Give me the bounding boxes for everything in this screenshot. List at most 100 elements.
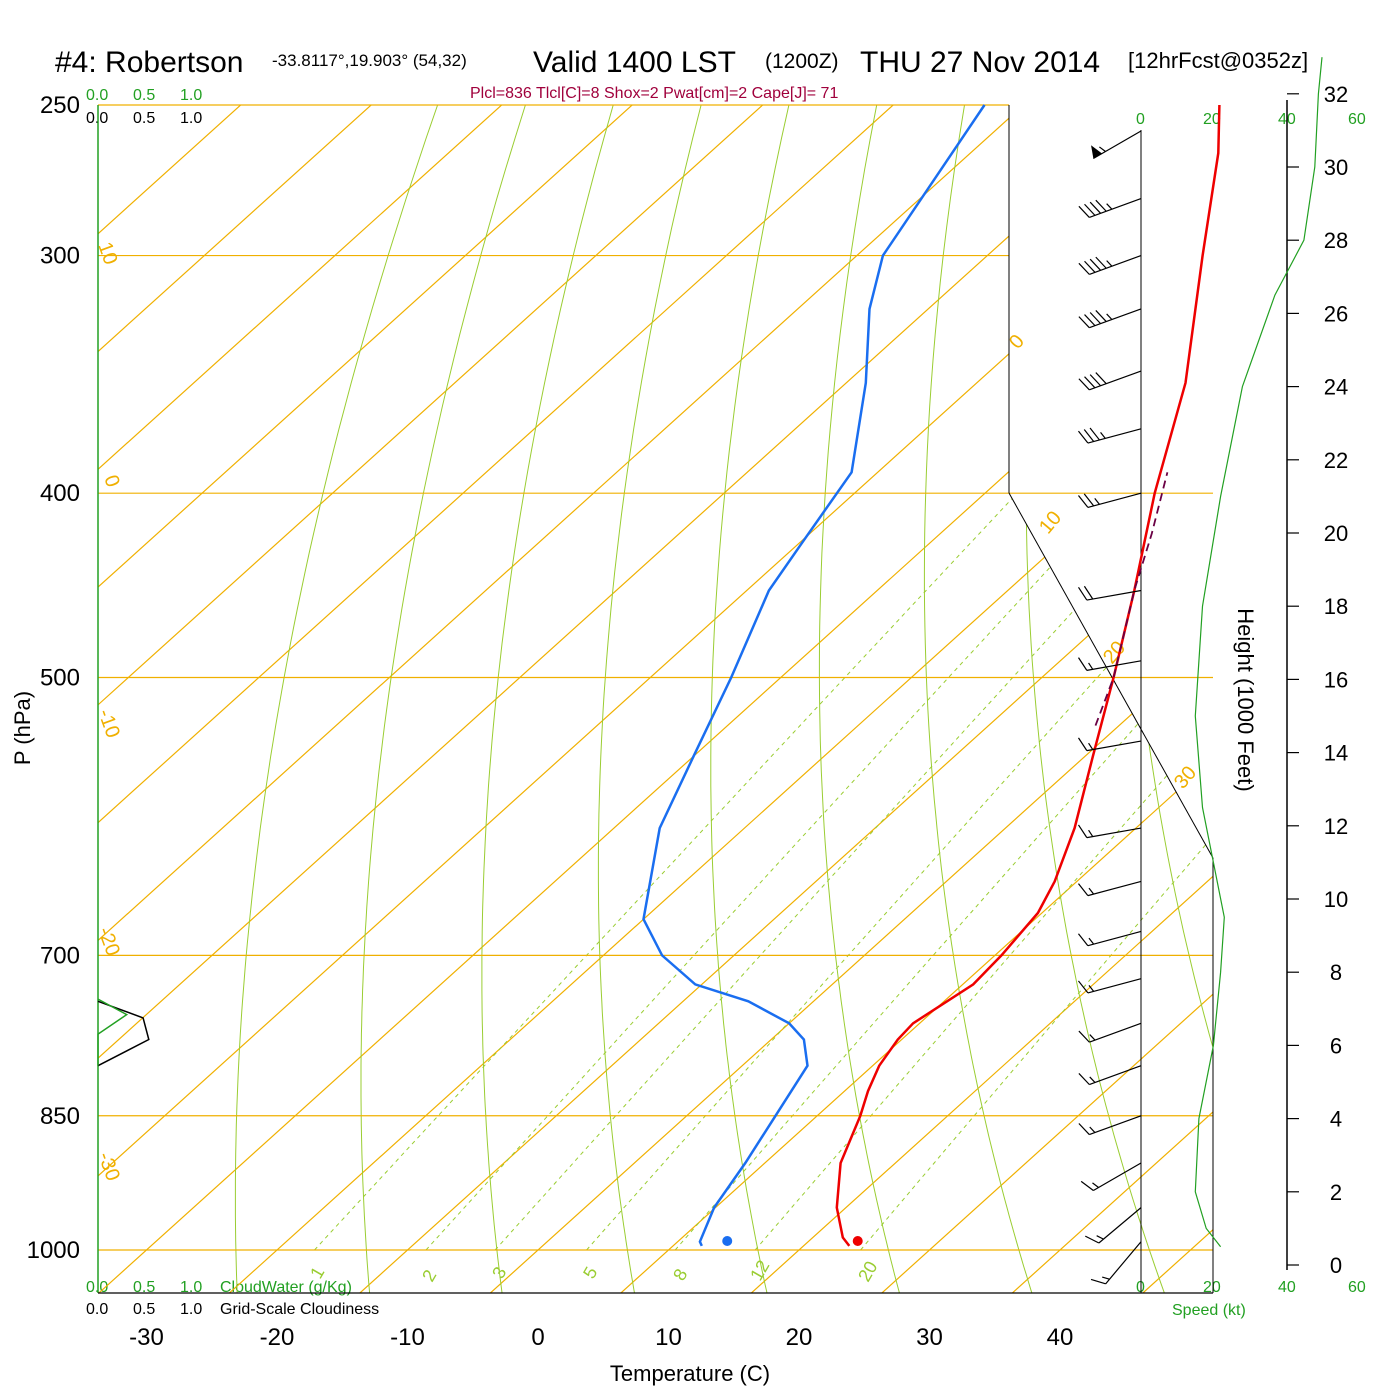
dry-adiabat-line xyxy=(597,105,711,1293)
mixing-ratio-label: 12 xyxy=(746,1257,773,1284)
height-tick-label: 4 xyxy=(1330,1107,1342,1132)
wind-barb-staff xyxy=(1105,1241,1142,1285)
height-axis-title: Height (1000 Feet) xyxy=(1233,608,1258,791)
cloudwater-scale-bottom-05: 0.5 xyxy=(133,1279,155,1296)
wind-barb-half-feather xyxy=(1106,313,1113,320)
station-title: #4: Robertson xyxy=(55,46,243,79)
mixing-ratio-label: 8 xyxy=(669,1265,691,1284)
cloudwater-scale-0: 0.0 xyxy=(86,87,108,104)
mixing-ratio-label: 20 xyxy=(854,1258,881,1285)
mixing-ratio-lines xyxy=(314,492,1213,1251)
isotherm-line xyxy=(98,105,931,1293)
dry-adiabat-line xyxy=(710,105,798,1293)
wind-barb-feather xyxy=(1077,430,1089,444)
cloud-profile xyxy=(97,998,150,1067)
parcel-line xyxy=(1094,472,1169,726)
pressure-tick-label: 500 xyxy=(40,665,80,692)
wind-barb xyxy=(1077,737,1142,752)
mixing-ratio-line xyxy=(425,492,1119,1251)
plot-frame xyxy=(97,100,1288,1294)
dry-adiabat-line xyxy=(1313,71,1400,1321)
height-tick-label: 30 xyxy=(1324,155,1348,180)
wind-barb-feather xyxy=(1078,1030,1090,1043)
wind-barb-feather xyxy=(1077,657,1088,671)
frame-diagonal xyxy=(1008,492,1214,859)
cloudwater-profile xyxy=(97,998,129,1066)
cloudiness-profile xyxy=(97,1000,150,1067)
isotherm-line xyxy=(589,105,1213,1293)
wind-barb-feather xyxy=(1077,495,1089,508)
wind-barb-half-feather xyxy=(1089,1126,1096,1133)
wind-barb-feather xyxy=(1078,316,1090,329)
wind-barb-feather xyxy=(1084,260,1096,273)
dry-adiabat-line xyxy=(818,105,908,1293)
y-axis-title: P (hPa) xyxy=(10,691,35,765)
wind-barb-feather xyxy=(1077,824,1088,838)
wind-barb-feather xyxy=(1077,586,1088,601)
wind-barb-staff xyxy=(1098,1207,1142,1244)
wind-barb-feather xyxy=(1078,1123,1090,1135)
speed-axis-label: Speed (kt) xyxy=(1172,1302,1246,1319)
wind-barb-feather xyxy=(1089,258,1102,271)
wind-barb-feather xyxy=(1089,201,1102,214)
height-tick-label: 0 xyxy=(1330,1253,1342,1278)
wind-barb-feather xyxy=(1078,262,1090,275)
pressure-tick-label: 700 xyxy=(40,942,80,969)
speed-tick-top-60: 60 xyxy=(1348,111,1366,128)
pressure-tick-label: 300 xyxy=(40,243,80,270)
wind-barb-half-feather xyxy=(1088,742,1094,750)
speed-tick-bottom-60: 60 xyxy=(1348,1279,1366,1296)
wind-barb-feather xyxy=(1089,312,1102,325)
wind-barb-half-feather xyxy=(1088,829,1094,837)
wind-barb-feather xyxy=(1090,1278,1106,1285)
surface-dewpoint-marker xyxy=(722,1236,733,1246)
isotherm-line xyxy=(719,105,1213,1293)
isotherm-label: 0 xyxy=(99,472,123,490)
surface-temperature-marker xyxy=(852,1236,863,1246)
wind-barb xyxy=(1078,370,1142,391)
height-tick-label: 16 xyxy=(1324,667,1348,692)
wind-barb-half-feather xyxy=(1092,1182,1099,1188)
wind-barb-staff xyxy=(1087,930,1142,947)
temperature-tick-label: -20 xyxy=(260,1324,295,1351)
speed-axis-bottom: 0 20 40 60 Speed (kt) xyxy=(1136,1279,1366,1319)
mixing-ratio-label: 3 xyxy=(488,1263,510,1282)
height-tick-label: 20 xyxy=(1324,521,1348,546)
cloudiness-scale-05: 0.5 xyxy=(133,110,155,127)
wind-barb-half-feather xyxy=(1088,985,1095,992)
x-axis-title: Temperature (C) xyxy=(610,1361,770,1386)
dry-adiabat-lines xyxy=(234,71,1400,1321)
height-tick-label: 6 xyxy=(1330,1033,1342,1058)
wind-barb xyxy=(1085,1207,1142,1244)
wind-barb-staff xyxy=(1087,428,1142,444)
temperature-tick-label: 40 xyxy=(1047,1324,1074,1351)
wind-barb xyxy=(1078,1115,1142,1136)
isotherm-line xyxy=(980,105,1213,1293)
dry-adiabat-line xyxy=(234,105,450,1293)
wind-barb xyxy=(1078,198,1142,218)
wind-barb xyxy=(1077,492,1142,509)
mixing-ratio-line xyxy=(314,492,1018,1251)
height-tick-label: 18 xyxy=(1324,594,1348,619)
wind-barb-staff xyxy=(1086,827,1142,839)
wind-barb-feather xyxy=(1089,374,1102,387)
dry-adiabat-line xyxy=(481,105,624,1293)
dry-adiabat-line xyxy=(1025,105,1176,1293)
isotherm-line xyxy=(98,105,801,1293)
speed-tick-top-0: 0 xyxy=(1136,111,1145,128)
wind-barb xyxy=(1080,1162,1142,1191)
wind-barb-feather xyxy=(1078,378,1090,391)
wind-barb-feather xyxy=(1083,493,1095,507)
temperature-tick-label: 0 xyxy=(531,1324,544,1351)
wind-barb-feather xyxy=(1084,314,1096,327)
temperature-tick-label: -30 xyxy=(129,1324,164,1351)
wind-barb xyxy=(1077,427,1142,444)
cloudiness-label: Grid-Scale Cloudiness xyxy=(220,1301,379,1318)
wind-speed-profile xyxy=(1194,57,1323,1248)
temperature-tick-label: 10 xyxy=(655,1324,682,1351)
mixing-ratio-label: 5 xyxy=(579,1263,601,1282)
temperature-tick-label: 30 xyxy=(916,1324,943,1351)
